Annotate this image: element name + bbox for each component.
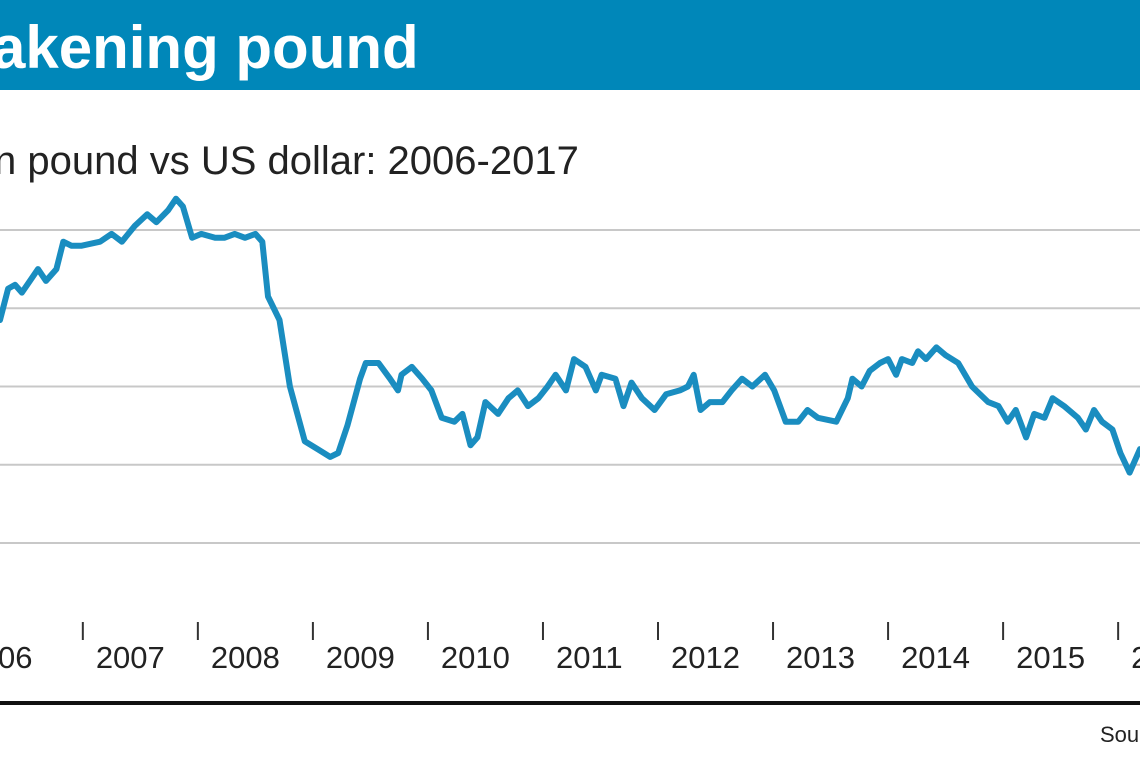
header-bar	[0, 0, 1140, 90]
x-tick-label: 2014	[901, 640, 970, 675]
source: Sou	[1100, 722, 1139, 747]
x-tick-label: 2008	[211, 640, 280, 675]
x-tick-label: 2	[1131, 640, 1140, 675]
plot	[0, 195, 1140, 476]
x-tick-label: 2015	[1016, 640, 1085, 675]
x-tick-label: 006	[0, 640, 33, 675]
chart-title: akening pound	[0, 14, 419, 81]
bottom-rule	[0, 701, 1140, 705]
x-axis: 006 2007 2008 2009 2010 2011 2012 2013 2014 2015 2	[0, 622, 1140, 675]
chart-subtitle: n pound vs US dollar: 2006-2017	[0, 139, 579, 183]
x-tick-label: 2013	[786, 640, 855, 675]
x-tick-label: 2009	[326, 640, 395, 675]
x-tick-label: 2007	[96, 640, 165, 675]
x-tick-label: 2012	[671, 640, 740, 675]
x-tick-label: 2011	[556, 640, 623, 675]
x-tick-label: 2010	[441, 640, 510, 675]
data-line	[0, 195, 1140, 476]
